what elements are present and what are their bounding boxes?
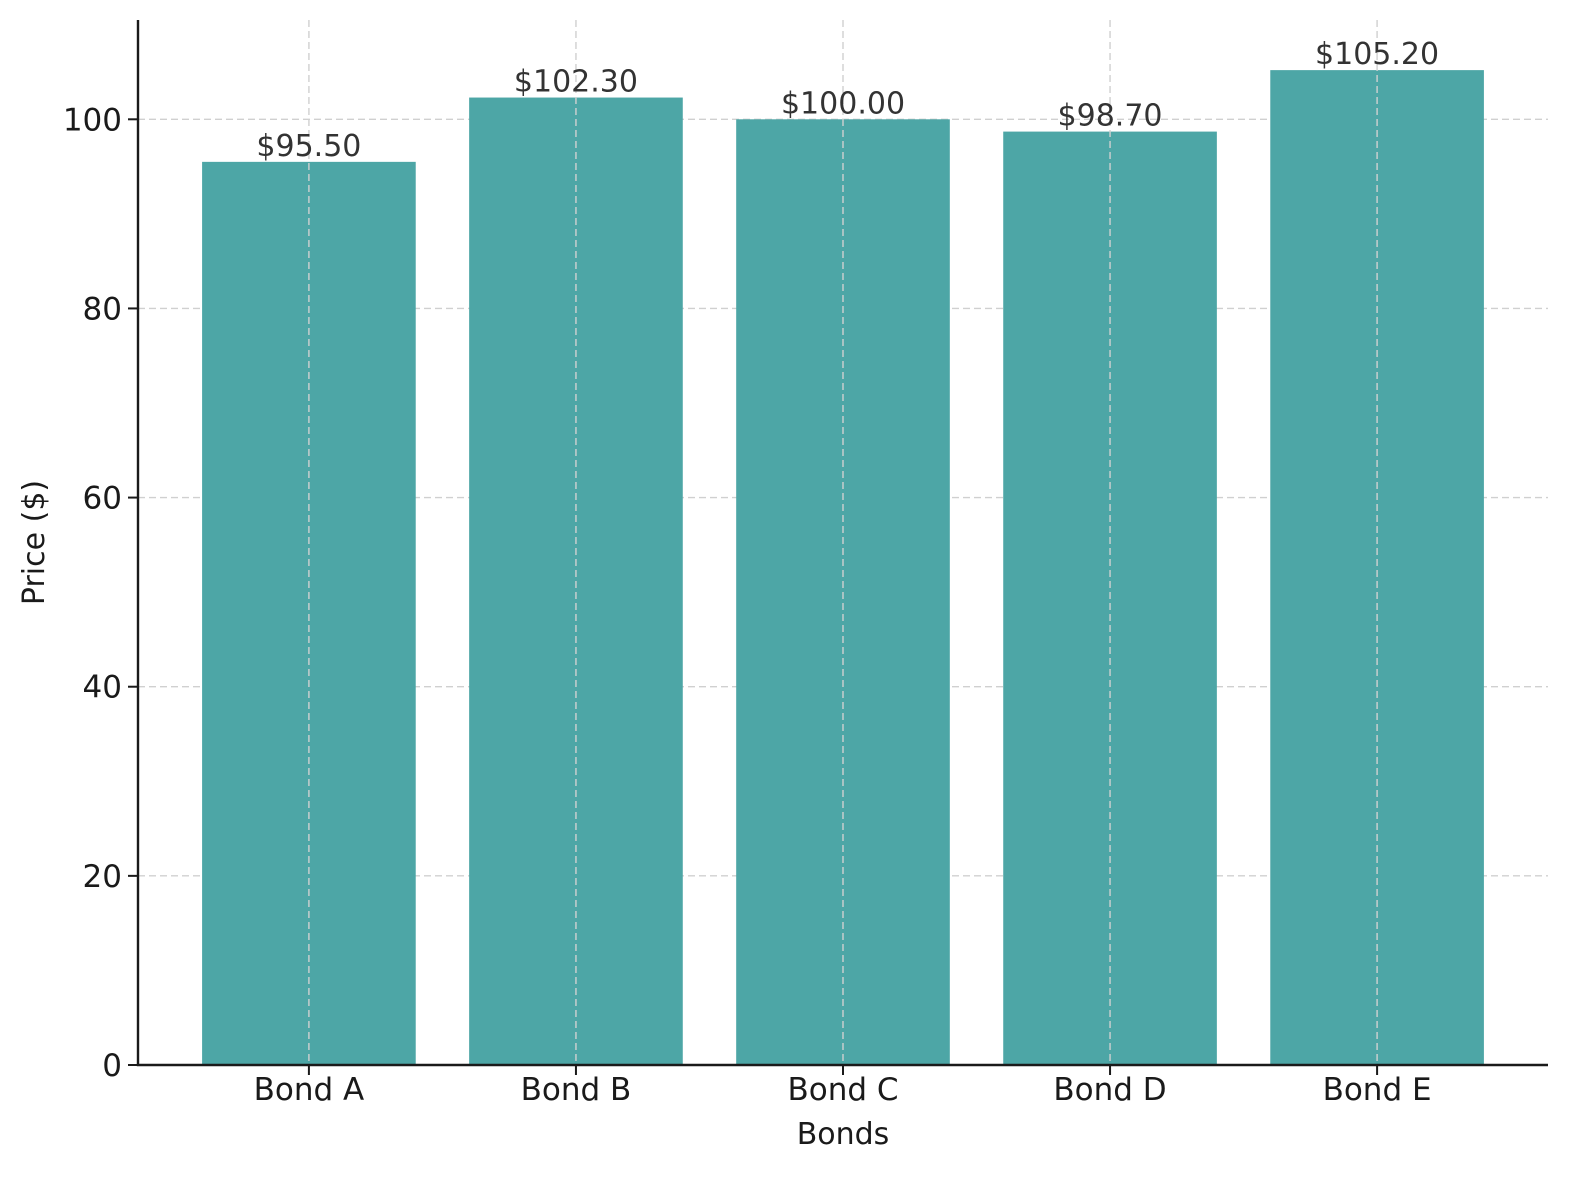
data-label: $95.50 — [256, 129, 361, 164]
y-tick-label: 20 — [83, 859, 122, 895]
y-axis-title: Price ($) — [17, 480, 52, 605]
y-tick-label: 40 — [83, 670, 122, 706]
data-labels: $95.50 $102.30 $100.00 $98.70 $105.20 — [256, 37, 1439, 164]
data-label: $102.30 — [514, 65, 638, 100]
data-label: $105.20 — [1315, 37, 1439, 72]
x-tick-label: Bond A — [254, 1072, 365, 1108]
x-axis-title: Bonds — [797, 1117, 890, 1152]
axes: 0 20 40 60 80 100 Bond A Bond B Bond C Bond D Bond… — [63, 20, 1548, 1108]
x-tick-label: Bond B — [521, 1072, 632, 1108]
data-label: $98.70 — [1058, 99, 1163, 134]
x-tick-label: Bond C — [787, 1072, 898, 1108]
y-tick-label: 100 — [63, 102, 122, 138]
y-tick-label: 60 — [83, 481, 122, 517]
x-tick-label: Bond E — [1323, 1072, 1432, 1108]
x-tick-label: Bond D — [1053, 1072, 1166, 1108]
data-label: $100.00 — [781, 86, 905, 121]
y-tick-label: 80 — [83, 291, 122, 327]
y-tick-label: 0 — [102, 1048, 122, 1084]
